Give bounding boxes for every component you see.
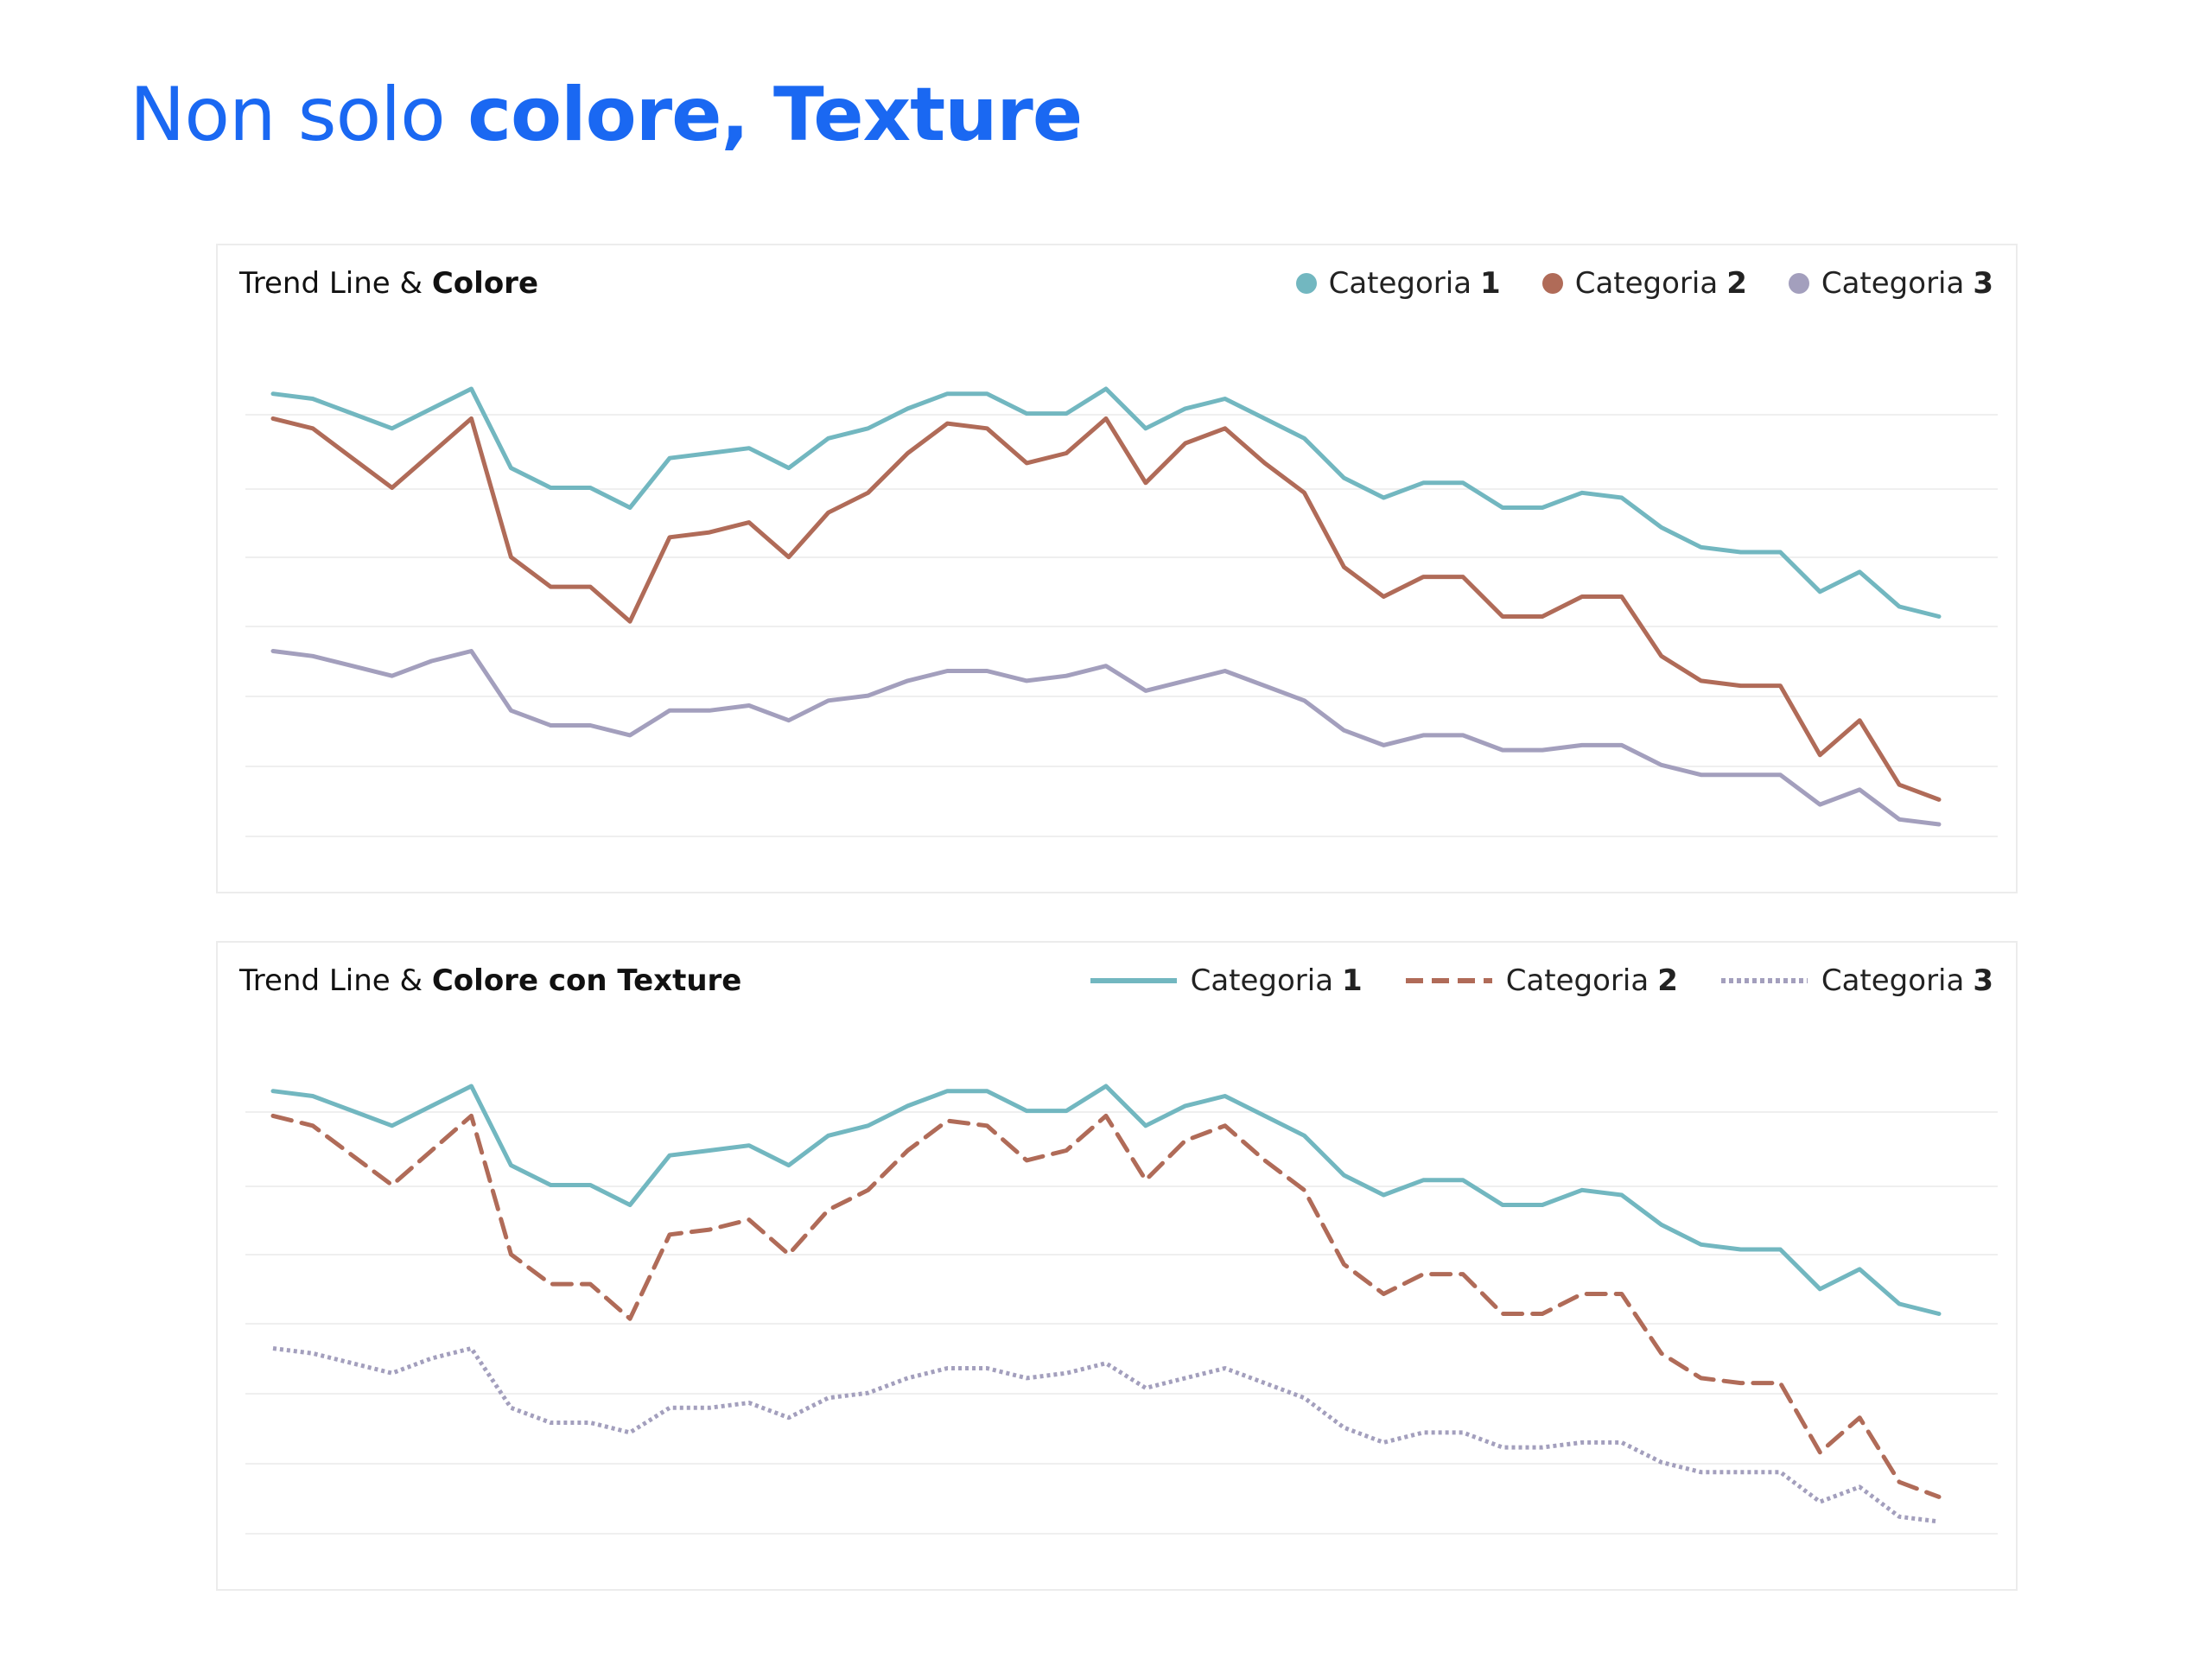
series-line-categoria-1 xyxy=(270,386,1942,619)
legend-marker-solid-line xyxy=(1090,978,1177,983)
chart-panel-colore-texture: Trend Line & Colore con Texture Categori… xyxy=(216,941,2018,1591)
legend-marker-dot xyxy=(1788,273,1809,294)
chart-legend: Categoria 1 Categoria 2 Categoria 3 xyxy=(1295,264,1993,302)
legend-label: Categoria xyxy=(1190,963,1334,998)
chart-title-regular: Trend Line & xyxy=(239,266,423,301)
chart-title-bold: Colore con Texture xyxy=(431,963,742,998)
series-line-categoria-2 xyxy=(270,1113,1942,1499)
legend-number: 3 xyxy=(1973,963,1993,998)
legend-item-categoria-3: Categoria 3 xyxy=(1788,266,1993,301)
legend-number: 3 xyxy=(1973,266,1993,301)
chart-title: Trend Line & Colore con Texture xyxy=(239,962,741,1000)
line-chart-colore xyxy=(245,386,1998,837)
series-line-categoria-1 xyxy=(270,1084,1942,1316)
legend-number: 2 xyxy=(1657,963,1678,998)
legend-item-categoria-2: Categoria 2 xyxy=(1541,266,1747,301)
legend-marker-dotted-line xyxy=(1720,978,1808,983)
legend-item-categoria-1: Categoria 1 xyxy=(1295,266,1501,301)
legend-number: 1 xyxy=(1480,266,1501,301)
legend-label: Categoria xyxy=(1505,963,1649,998)
page-title-bold: colore, Texture xyxy=(467,72,1083,158)
page-title-regular: Non solo xyxy=(130,72,446,158)
chart-panel-colore: Trend Line & Colore Categoria 1 Categoria… xyxy=(216,244,2018,893)
series-line-categoria-2 xyxy=(270,416,1942,802)
legend-label: Categoria xyxy=(1821,963,1965,998)
series-line-categoria-3 xyxy=(272,1346,1940,1524)
legend-number: 2 xyxy=(1726,266,1747,301)
page-title: Non solo colore, Texture xyxy=(130,67,1083,162)
legend-marker-dashed-line xyxy=(1405,978,1492,983)
chart-title-bold: Colore xyxy=(431,266,539,301)
chart-title-regular: Trend Line & xyxy=(239,963,423,998)
legend-label: Categoria xyxy=(1574,266,1719,301)
legend-item-categoria-2: Categoria 2 xyxy=(1404,963,1678,998)
legend-item-categoria-1: Categoria 1 xyxy=(1089,963,1363,998)
legend-label: Categoria xyxy=(1328,266,1472,301)
chart-title: Trend Line & Colore xyxy=(239,264,538,302)
chart-legend: Categoria 1 Categoria 2 Categoria 3 xyxy=(1089,962,1993,1000)
legend-number: 1 xyxy=(1342,963,1363,998)
legend-item-categoria-3: Categoria 3 xyxy=(1719,963,1993,998)
series-line-categoria-3 xyxy=(270,649,1942,827)
legend-label: Categoria xyxy=(1821,266,1965,301)
legend-marker-dot xyxy=(1295,273,1317,294)
line-chart-colore-texture xyxy=(245,1084,1998,1535)
legend-marker-dot xyxy=(1541,273,1563,294)
